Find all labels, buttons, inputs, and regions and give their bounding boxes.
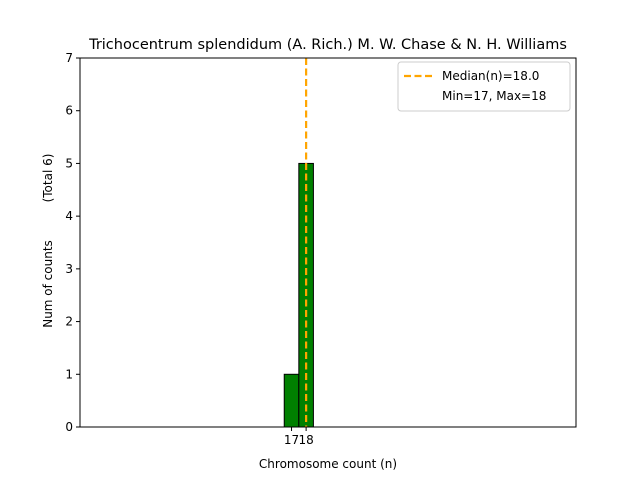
plot-frame [79,57,577,428]
y-tick-label: 6 [65,104,73,118]
y-axis-total-label: (Total 6) [41,154,55,203]
y-tick-label: 0 [65,420,73,434]
y-tick-label: 7 [65,51,73,65]
legend-entry-label: Min=17, Max=18 [442,89,546,103]
y-tick-label: 3 [65,262,73,276]
y-axis-ticks: 0 1 2 3 4 5 6 7 [65,51,80,434]
bar-17 [283,373,300,428]
y-axis-label: Num of counts [41,240,55,328]
x-tick-label: 18 [298,433,313,447]
x-axis-label: Chromosome count (n) [259,457,397,471]
y-tick-label: 1 [65,367,73,381]
x-tick-label: 17 [284,433,299,447]
y-tick-label: 2 [65,315,73,329]
chart-title: Trichocentrum splendidum (A. Rich.) M. W… [88,37,567,53]
legend: Median(n)=18.0 Min=17, Max=18 [397,61,571,112]
x-axis-ticks: 17 18 [284,427,314,447]
y-tick-label: 4 [65,209,73,223]
y-tick-label: 5 [65,156,73,170]
legend-entry-label: Median(n)=18.0 [442,69,539,83]
legend-box [397,61,571,112]
